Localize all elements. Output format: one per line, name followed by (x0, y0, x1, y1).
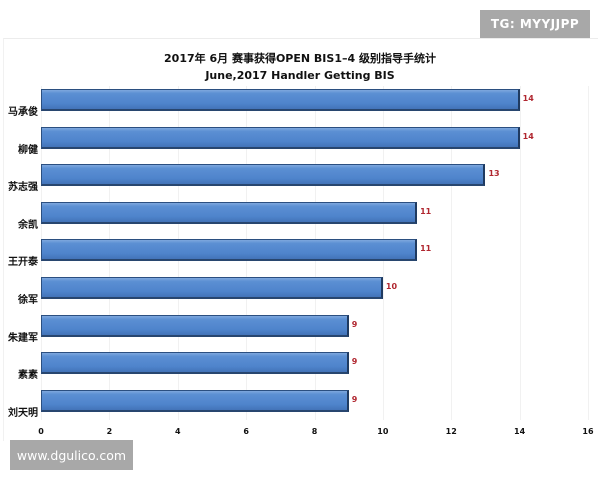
bar (41, 239, 418, 262)
bar-value-label: 14 (522, 131, 534, 141)
gridline (451, 86, 453, 420)
x-tick-label: 2 (106, 427, 113, 436)
x-tick-label: 4 (174, 427, 181, 436)
x-tick-label: 12 (445, 427, 457, 436)
category-label: 王开泰 (8, 257, 38, 269)
category-label: 苏志强 (8, 182, 38, 194)
x-tick-label: 6 (243, 427, 249, 436)
category-label: 马承俊 (8, 107, 38, 118)
x-tick-label: 0 (38, 427, 44, 436)
bar (41, 277, 383, 299)
tg-watermark-badge: TG: MYYJJPP (480, 10, 590, 38)
x-tick-label: 16 (582, 427, 594, 436)
chart-title-en: June,2017 Handler Getting BIS (205, 69, 395, 82)
x-tick-label: 8 (311, 427, 318, 436)
bar (41, 89, 520, 111)
category-label: 素素 (18, 370, 38, 382)
category-label: 朱建军 (8, 332, 38, 344)
bar-value-label: 9 (351, 357, 358, 367)
bar (41, 126, 520, 149)
bar-value-label: 9 (351, 319, 358, 329)
category-label: 徐军 (18, 295, 38, 306)
category-label: 柳健 (18, 144, 38, 156)
bar-value-label: 9 (351, 394, 358, 404)
bar-value-label: 11 (420, 206, 432, 216)
gridline (588, 86, 589, 420)
x-tick-label: 14 (514, 427, 526, 436)
bar (41, 314, 349, 337)
bar (41, 352, 349, 375)
bar (41, 201, 418, 224)
category-label: 刘天明 (8, 407, 38, 419)
chart-title-cn: 2017年 6月 赛事获得OPEN BIS1–4 级别指导手统计 (164, 52, 436, 65)
gridline (519, 86, 521, 420)
bar-value-label: 14 (522, 94, 534, 103)
bar (41, 164, 486, 187)
chart-title: 2017年 6月 赛事获得OPEN BIS1–4 级别指导手统计 June,20… (0, 50, 600, 84)
bar (41, 389, 349, 412)
x-tick-label: 10 (377, 427, 389, 436)
category-label: 余凯 (18, 219, 38, 231)
website-watermark-badge: www.dgulico.com (10, 440, 133, 470)
bar-value-label: 10 (385, 282, 398, 291)
bar-value-label: 11 (420, 244, 432, 254)
bar-value-label: 13 (488, 169, 500, 179)
